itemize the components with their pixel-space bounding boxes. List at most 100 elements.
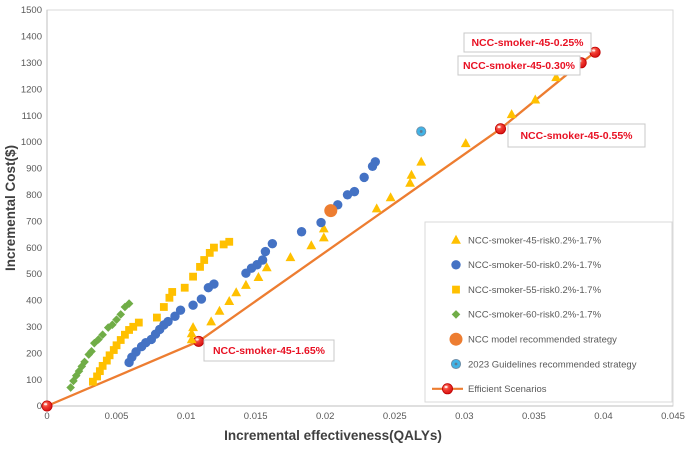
data-point	[121, 330, 129, 339]
y-tick-label: 900	[26, 164, 42, 175]
data-point	[180, 283, 189, 292]
legend-marker-square	[452, 285, 460, 294]
data-point	[385, 192, 396, 202]
data-point	[71, 371, 81, 380]
data-point	[125, 326, 133, 334]
legend-label: NCC-smoker-45-risk0.2%-1.7%	[468, 235, 602, 246]
y-tick-label: 800	[26, 190, 42, 201]
callout-label: NCC-smoker-45-1.65%	[203, 339, 335, 362]
data-point	[93, 372, 101, 381]
legend-box	[424, 221, 673, 403]
y-tick-label: 400	[26, 296, 42, 307]
data-point	[419, 130, 423, 133]
x-tick-label: 0.01	[177, 411, 196, 422]
data-point	[231, 287, 242, 297]
legend-item: NCC-smoker-45-risk0.2%-1.7%	[451, 234, 602, 246]
y-tick-label: 500	[26, 269, 42, 280]
x-axis-title: Incremental effectiveness(QALYs)	[224, 428, 442, 443]
legend: NCC-smoker-45-risk0.2%-1.7% NCC-smoker-50…	[424, 221, 673, 403]
y-tick-label: 1100	[22, 111, 42, 122]
y-tick-label: 0	[37, 401, 42, 412]
data-point	[306, 240, 317, 250]
x-tick-label: 0.045	[661, 411, 685, 422]
x-tick-label: 0	[44, 411, 49, 422]
legend-item: NCC-smoker-55-risk0.2%-1.7%	[452, 285, 602, 296]
data-point	[260, 246, 271, 257]
series-square	[89, 237, 234, 386]
data-point	[105, 351, 114, 360]
legend-marker-diamond	[451, 310, 461, 319]
data-point	[69, 376, 78, 386]
x-tick-label: 0.025	[383, 411, 407, 422]
data-point	[219, 240, 228, 249]
data-point	[324, 204, 338, 218]
data-point	[112, 315, 121, 324]
legend-label: NCC model recommended strategy	[468, 335, 617, 346]
y-tick-label: 300	[26, 322, 42, 333]
data-point	[405, 177, 415, 187]
data-point	[370, 157, 381, 167]
legend-item: NCC-smoker-60-risk0.2%-1.7%	[451, 310, 602, 321]
data-point	[165, 293, 174, 302]
data-point	[87, 347, 96, 356]
series-triangle	[186, 72, 562, 344]
data-point	[261, 262, 272, 272]
callout-text: NCC-smoker-45-0.55%	[520, 130, 633, 142]
data-point	[159, 303, 168, 311]
callout-box	[463, 32, 592, 53]
series-diamond	[66, 299, 134, 392]
y-tick-label: 200	[26, 348, 42, 359]
callout-text: NCC-smoker-45-0.30%	[463, 60, 576, 72]
series-dot-circle	[416, 126, 427, 137]
series-circle	[124, 157, 381, 368]
callout-label: NCC-smoker-45-0.30%	[457, 55, 581, 76]
scatter-series	[66, 72, 562, 392]
legend-marker-big-circle	[449, 332, 463, 346]
callout-label: NCC-smoker-45-0.55%	[507, 123, 646, 148]
data-point	[224, 295, 235, 305]
y-tick-label: 1000	[21, 137, 42, 148]
data-point	[506, 109, 517, 119]
axis-ticks: 0 100 200 300 400 500 600 700 800 900 1000 1100 1200…	[21, 5, 685, 422]
data-point	[210, 243, 218, 252]
callout-box	[457, 55, 581, 76]
data-point	[74, 366, 84, 376]
data-point	[108, 320, 117, 329]
data-point	[66, 383, 75, 392]
y-tick-label: 1300	[21, 58, 42, 69]
data-point	[94, 335, 103, 344]
data-point	[170, 311, 180, 321]
series-big-circle	[324, 204, 338, 218]
data-point	[124, 299, 134, 308]
data-point	[102, 356, 111, 365]
data-point	[188, 300, 198, 310]
y-tick-label: 600	[26, 243, 42, 254]
data-point	[80, 357, 89, 367]
x-tick-label: 0.015	[244, 411, 268, 422]
data-point	[98, 330, 107, 340]
callout-box	[203, 339, 335, 362]
data-point	[592, 49, 596, 52]
legend-label: NCC-smoker-55-risk0.2%-1.7%	[468, 285, 602, 296]
legend-marker-triangle	[451, 234, 461, 244]
y-tick-label: 1400	[21, 32, 42, 43]
y-tick-label: 1200	[21, 84, 42, 95]
data-point	[551, 72, 562, 82]
callout-text: NCC-smoker-45-0.25%	[471, 37, 584, 49]
data-point	[530, 94, 541, 104]
data-point	[416, 156, 427, 166]
data-point	[163, 316, 173, 327]
data-point	[109, 346, 118, 354]
y-tick-label: 100	[26, 375, 42, 386]
data-point	[186, 334, 197, 344]
data-point	[316, 217, 326, 228]
data-point	[152, 313, 161, 322]
data-point	[44, 403, 48, 406]
data-point	[196, 262, 204, 271]
data-point	[188, 322, 198, 332]
data-point	[41, 400, 53, 412]
callout-box	[507, 123, 646, 148]
legend-label: NCC-smoker-60-risk0.2%-1.7%	[468, 310, 602, 321]
data-point	[589, 46, 601, 58]
data-point	[497, 125, 501, 129]
